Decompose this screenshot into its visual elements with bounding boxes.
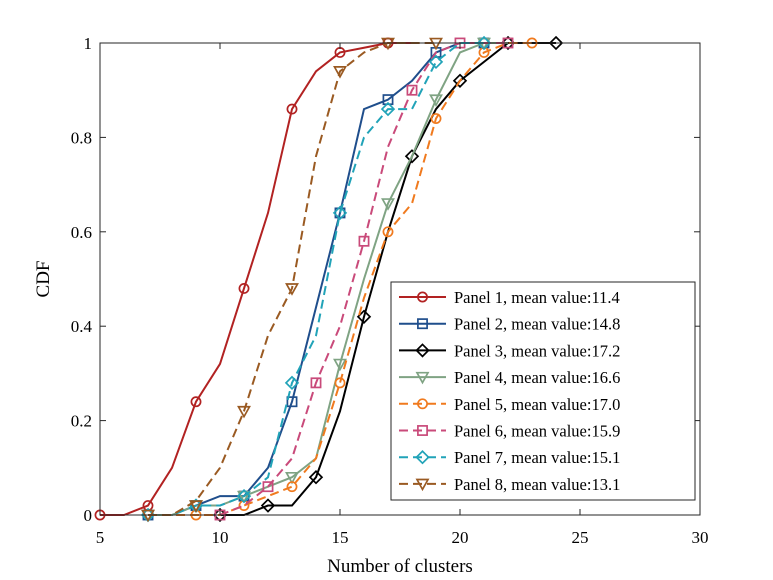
series-7-point xyxy=(332,205,348,221)
legend-swatch-marker xyxy=(417,291,428,303)
series-5-point xyxy=(382,226,394,238)
series-4-point xyxy=(429,94,443,107)
x-tick-label: 10 xyxy=(212,528,229,547)
y-tick-label: 0 xyxy=(84,506,93,525)
series-1-line xyxy=(100,42,412,516)
series-5-point xyxy=(286,481,298,493)
series-3-point xyxy=(260,498,276,513)
y-tick-label: 0.2 xyxy=(71,412,92,431)
y-axis-title: CDF xyxy=(33,261,54,298)
legend-swatch-marker xyxy=(417,425,428,436)
series-8-point xyxy=(141,509,155,523)
series-5-point xyxy=(430,113,442,124)
series-2-point xyxy=(286,396,298,408)
series-5-point xyxy=(334,377,346,389)
series-1-point xyxy=(286,103,298,115)
series-7-point xyxy=(236,488,252,504)
series-8-point xyxy=(429,37,443,51)
series-3-point xyxy=(548,35,564,51)
x-tick-label: 25 xyxy=(572,528,589,547)
series-8-point xyxy=(189,500,203,513)
legend-label: Panel 5, mean value:17.0 xyxy=(454,395,620,414)
y-tick-label: 1 xyxy=(84,34,93,53)
series-7-point xyxy=(380,101,396,117)
legend-swatch-marker xyxy=(415,478,430,492)
series-8-point xyxy=(381,37,395,51)
series-4-point xyxy=(333,358,347,372)
series-6-point xyxy=(262,481,274,493)
series-6-point xyxy=(358,235,370,247)
ticks-layer: 5 10 15 20 25 30 0 0.2 0.4 0.6 0.8 1 xyxy=(71,34,709,547)
series-2-point xyxy=(334,207,346,219)
y-tick-label: 0.4 xyxy=(71,317,93,336)
legend-label: Panel 3, mean value:17.2 xyxy=(454,341,620,360)
series-8-point xyxy=(333,66,347,79)
legend-label: Panel 1, mean value:11.4 xyxy=(454,288,620,307)
legend-swatch-marker xyxy=(415,343,430,358)
x-tick-label: 30 xyxy=(692,528,709,547)
y-tick-label: 0.8 xyxy=(71,128,92,147)
series-1-point xyxy=(238,282,250,294)
legend-entry-2: Panel 2, mean value:14.8 xyxy=(399,315,620,334)
series-7-point xyxy=(284,375,300,391)
series-8-point xyxy=(237,405,251,419)
legend-entry-8: Panel 8, mean value:13.1 xyxy=(399,475,620,494)
axes-box xyxy=(99,42,701,516)
legend-swatch-marker xyxy=(417,318,428,330)
series-4-point xyxy=(237,490,251,504)
series-7-point xyxy=(428,54,444,70)
legend-entry-7: Panel 7, mean value:15.1 xyxy=(399,448,620,467)
legend-entry-5: Panel 5, mean value:17.0 xyxy=(399,395,620,414)
y-tick-label: 0.6 xyxy=(71,223,92,242)
legend: Panel 1, mean value:11.4 Panel 2, mean va… xyxy=(390,281,696,501)
legend-entry-1: Panel 1, mean value:11.4 xyxy=(399,288,620,307)
legend-box xyxy=(390,281,696,501)
legend-label: Panel 7, mean value:15.1 xyxy=(454,448,620,467)
series-3-point xyxy=(308,470,324,485)
series-7 xyxy=(140,35,492,523)
series-6-point xyxy=(406,84,418,96)
series-3-point xyxy=(404,149,420,164)
series-7-line xyxy=(148,42,484,516)
series-6-point xyxy=(310,377,322,389)
series-7-point xyxy=(476,35,492,51)
x-tick-label: 5 xyxy=(96,528,105,547)
legend-entry-4: Panel 4, mean value:16.6 xyxy=(399,368,620,387)
legend-entry-6: Panel 6, mean value:15.9 xyxy=(399,422,620,441)
x-tick-label: 15 xyxy=(332,528,349,547)
legend-label: Panel 2, mean value:14.8 xyxy=(454,315,620,334)
x-tick-label: 20 xyxy=(452,528,469,547)
series-1-point xyxy=(190,396,202,408)
series-4-point xyxy=(285,471,299,485)
series-3-point xyxy=(452,73,468,88)
series-4-point xyxy=(381,198,395,211)
x-axis-title: Number of clusters xyxy=(327,556,473,577)
legend-label: Panel 4, mean value:16.6 xyxy=(454,368,620,387)
legend-swatch-marker xyxy=(417,398,428,410)
legend-swatch-marker xyxy=(415,371,430,385)
legend-label: Panel 8, mean value:13.1 xyxy=(454,475,620,494)
legend-swatch-marker xyxy=(415,450,430,465)
legend-entry-3: Panel 3, mean value:17.2 xyxy=(399,341,620,360)
series-8-point xyxy=(285,283,299,296)
legend-label: Panel 6, mean value:15.9 xyxy=(454,422,620,441)
